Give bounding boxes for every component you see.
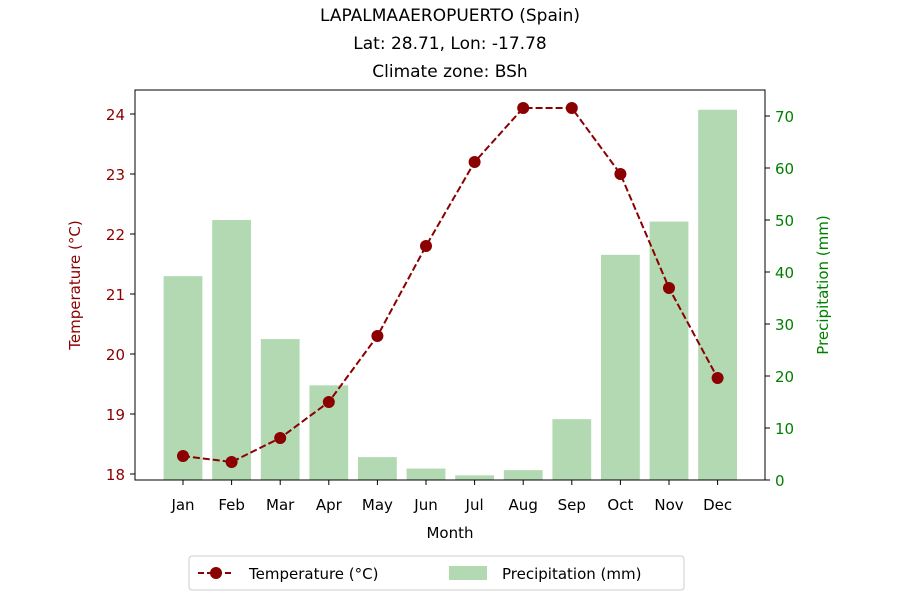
x-tick-label-jul: Jul bbox=[465, 496, 484, 514]
x-tick-label-nov: Nov bbox=[654, 496, 683, 514]
temperature-point-may bbox=[371, 330, 384, 342]
right-y-tick-label-70: 70 bbox=[775, 108, 794, 126]
temperature-point-nov bbox=[663, 282, 675, 294]
legend: Temperature (°C) Precipitation (mm) bbox=[188, 555, 685, 591]
precipitation-bar-mar bbox=[260, 339, 300, 480]
x-tick-label-aug: Aug bbox=[509, 496, 538, 514]
chart-title-line-3: Climate zone: BSh bbox=[372, 62, 527, 82]
left-y-tick-label-18: 18 bbox=[106, 466, 125, 484]
precipitation-bar-jun bbox=[406, 468, 446, 480]
chart-title-line-1: LAPALMAAEROPUERTO (Spain) bbox=[320, 6, 580, 26]
plot-frame bbox=[134, 89, 766, 481]
precipitation-bar-aug bbox=[503, 470, 543, 480]
right-y-tick-label-50: 50 bbox=[775, 212, 794, 230]
legend-temperature-label: Temperature (°C) bbox=[248, 565, 378, 583]
left-y-axis: 18 19 20 21 22 23 24 bbox=[106, 106, 135, 484]
left-y-tick-label-23: 23 bbox=[106, 166, 125, 184]
precipitation-bar-dec bbox=[698, 109, 737, 480]
temperature-point-feb bbox=[225, 456, 238, 468]
right-y-axis: 0 10 20 30 40 50 60 70 bbox=[765, 108, 794, 490]
x-tick-label-feb: Feb bbox=[218, 496, 245, 514]
x-axis: Jan Feb Mar Apr May Jun Jul Aug Sep Oct Nov Dec bbox=[170, 480, 732, 514]
temperature-point-mar bbox=[274, 432, 287, 444]
right-y-tick-label-30: 30 bbox=[775, 316, 794, 334]
precipitation-bar-jul bbox=[455, 475, 494, 480]
temperature-point-apr bbox=[322, 396, 335, 408]
right-y-tick-label-0: 0 bbox=[775, 472, 785, 490]
x-tick-label-mar: Mar bbox=[266, 496, 295, 514]
precipitation-bar-sep bbox=[552, 419, 592, 480]
temperature-point-jan bbox=[177, 450, 189, 462]
left-y-tick-label-19: 19 bbox=[106, 406, 125, 424]
x-tick-label-oct: Oct bbox=[607, 496, 633, 514]
temperature-line bbox=[177, 102, 724, 468]
temperature-point-aug bbox=[517, 102, 530, 114]
chart-title-line-2: Lat: 28.71, Lon: -17.78 bbox=[353, 34, 546, 54]
right-y-axis-label: Precipitation (mm) bbox=[814, 215, 832, 354]
left-y-tick-label-22: 22 bbox=[106, 226, 125, 244]
right-y-tick-label-10: 10 bbox=[775, 420, 794, 438]
temperature-point-oct bbox=[614, 168, 627, 180]
temperature-point-dec bbox=[711, 372, 724, 384]
temperature-point-sep bbox=[565, 102, 578, 114]
precipitation-bar-jan bbox=[163, 276, 203, 480]
temperature-point-jun bbox=[420, 240, 432, 252]
x-tick-label-jun: Jun bbox=[413, 496, 437, 514]
right-y-tick-label-20: 20 bbox=[775, 368, 794, 386]
right-y-tick-label-60: 60 bbox=[775, 160, 794, 178]
legend-box bbox=[188, 555, 685, 591]
left-y-tick-label-20: 20 bbox=[106, 346, 125, 364]
temperature-point-jul bbox=[468, 156, 481, 168]
left-y-tick-label-21: 21 bbox=[106, 286, 125, 304]
x-tick-label-sep: Sep bbox=[558, 496, 586, 514]
x-tick-label-apr: Apr bbox=[316, 496, 343, 514]
precipitation-bar-oct bbox=[601, 254, 640, 480]
x-tick-label-jan: Jan bbox=[170, 496, 194, 514]
precipitation-bar-feb bbox=[212, 220, 251, 480]
left-y-axis-label: Temperature (°C) bbox=[66, 220, 84, 350]
legend-precipitation-swatch bbox=[449, 566, 487, 580]
x-tick-label-may: May bbox=[362, 496, 393, 514]
precipitation-bars bbox=[163, 109, 737, 480]
x-axis-label: Month bbox=[426, 524, 473, 542]
legend-precipitation-label: Precipitation (mm) bbox=[502, 565, 641, 583]
precipitation-bar-may bbox=[358, 457, 397, 480]
temperature-series-line bbox=[182, 107, 719, 464]
legend-temperature-marker bbox=[210, 567, 222, 579]
x-tick-label-dec: Dec bbox=[703, 496, 732, 514]
precipitation-bar-nov bbox=[649, 221, 689, 480]
left-y-tick-label-24: 24 bbox=[106, 106, 125, 124]
right-y-tick-label-40: 40 bbox=[775, 264, 794, 282]
